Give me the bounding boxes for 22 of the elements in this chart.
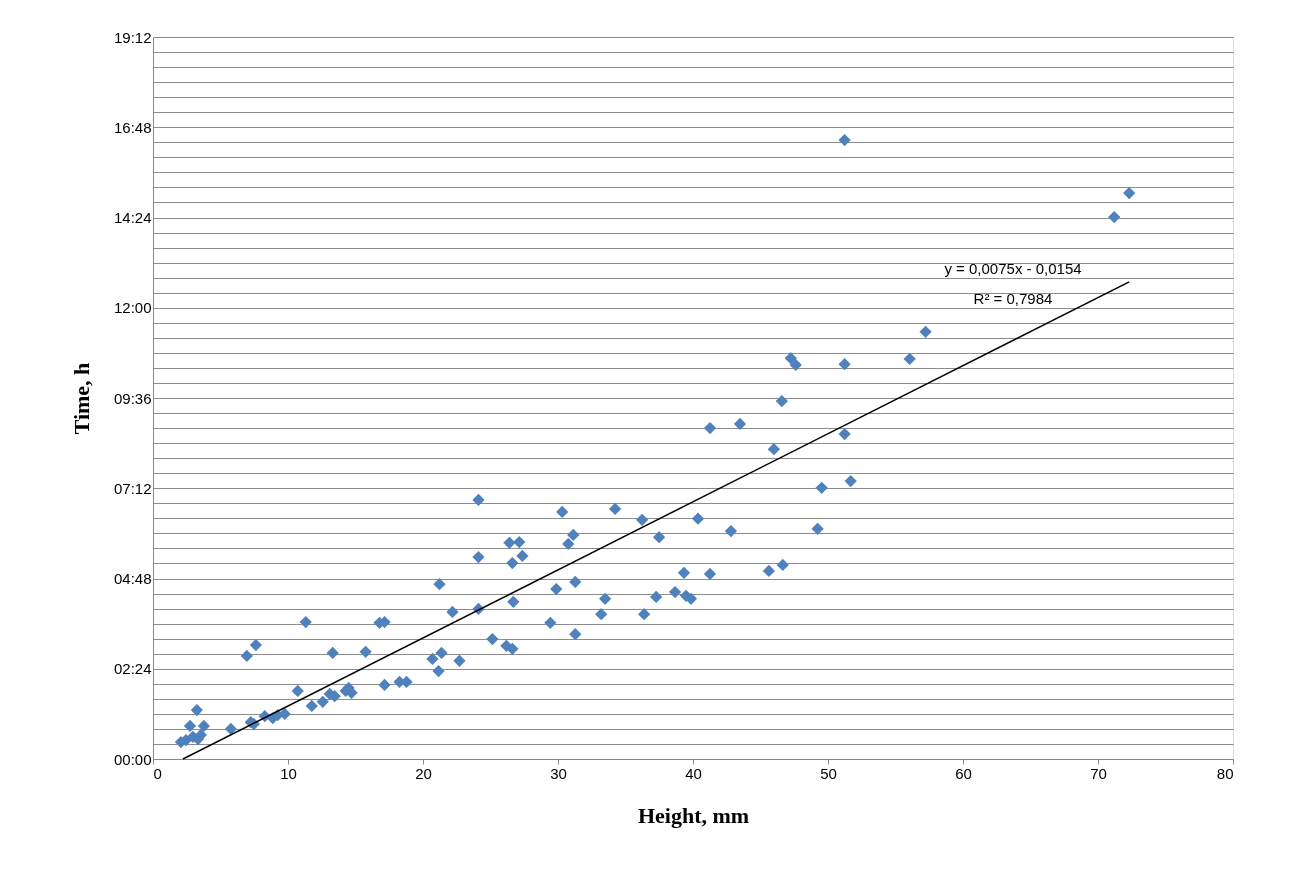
x-tick-label: 40 [685, 764, 702, 782]
y-axis-title: Time, h [68, 362, 94, 435]
x-tick-label: 50 [820, 764, 837, 782]
x-tick-label: 10 [280, 764, 297, 782]
y-tick-label: 04:48 [113, 570, 152, 587]
x-tick-label: 30 [550, 764, 567, 782]
y-tick-label: 12:00 [113, 299, 152, 317]
x-tick-label: 70 [1090, 764, 1107, 782]
x-tick-label: 20 [415, 764, 432, 782]
y-tick-label: 19:12 [113, 28, 152, 46]
x-tick-label: 80 [1216, 764, 1234, 782]
annotation: y = 0,0075x - 0,0154 [944, 260, 1082, 277]
x-tick-label: 60 [955, 764, 972, 782]
x-tick-label: 0 [153, 764, 162, 782]
annotation: R² = 0,7984 [973, 290, 1053, 307]
y-tick-label: 07:12 [113, 479, 152, 497]
x-axis-title: Height, mm [637, 802, 750, 828]
y-tick-label: 09:36 [113, 389, 152, 407]
y-tick-label: 14:24 [113, 209, 152, 226]
y-tick-label: 02:24 [113, 660, 152, 678]
y-tick-label: 16:48 [113, 118, 152, 136]
y-tick-label: 00:00 [113, 750, 152, 768]
